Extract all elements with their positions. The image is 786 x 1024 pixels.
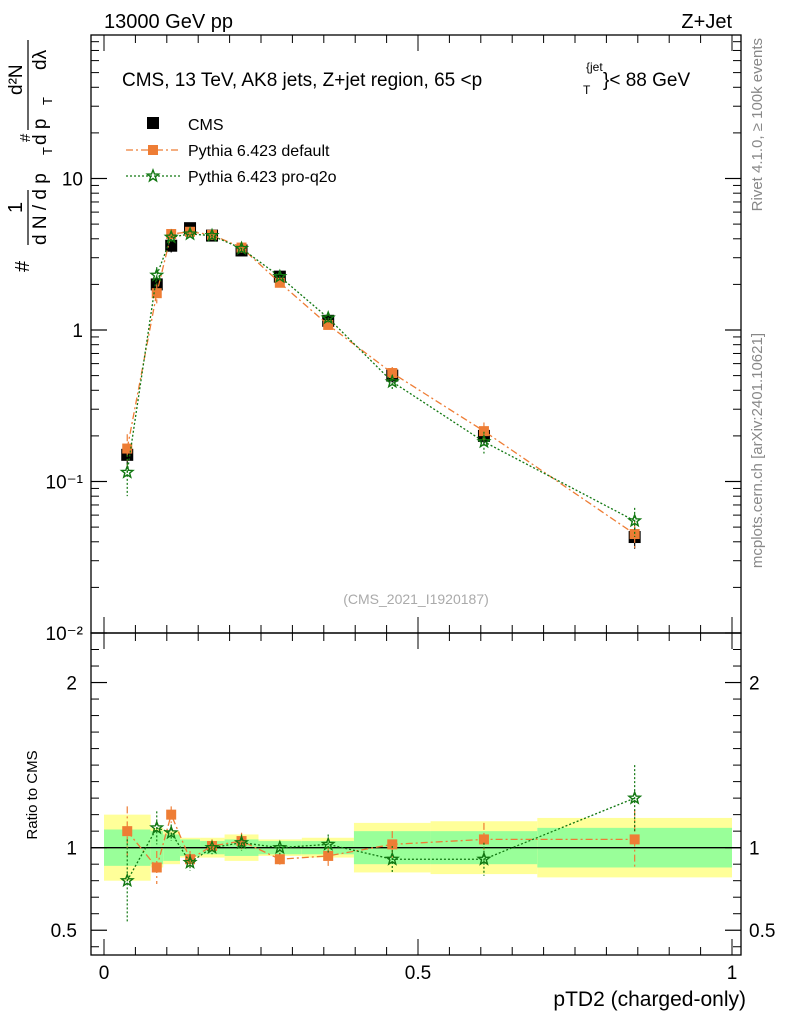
ratio-proq2o-point-2 <box>163 824 179 840</box>
ratio-proq2o-point-4 <box>204 839 220 855</box>
proq2o-point-3 <box>182 226 198 241</box>
ratio-frame <box>90 632 742 956</box>
legend-marker-proq2o <box>145 168 161 183</box>
ratio-default-point-0 <box>122 826 133 837</box>
ratio-proq2o-point-0 <box>119 872 135 888</box>
xtick-label-1: 0.5 <box>405 963 431 984</box>
ratio-ytick-label-right-1: 1 <box>749 839 760 860</box>
ratio-default-point-1 <box>151 862 162 873</box>
ratio-proq2o-point-3 <box>182 854 198 869</box>
default-point-9 <box>478 426 489 437</box>
ratio-proq2o-point-9 <box>476 851 492 866</box>
legend-label-cms: CMS <box>188 117 224 134</box>
default-point-4 <box>207 229 218 240</box>
proq2o-point-2 <box>163 229 179 244</box>
ratio-default-point-5 <box>236 836 247 847</box>
legend-marker-default <box>148 145 158 155</box>
legend-label-proq2o: Pythia 6.423 pro-q2o <box>188 169 337 186</box>
ylabel-T2: T <box>40 97 55 105</box>
proq2o-point-1 <box>149 267 165 282</box>
ylabel-T1: T <box>40 147 55 155</box>
rivet-label: Rivet 4.1.0, ≥ 100k events <box>749 38 766 211</box>
ylabel-dpT: d p <box>30 119 51 145</box>
ratio-default-point-2 <box>166 809 177 820</box>
default-point-0 <box>122 443 133 454</box>
title-sup: {jet <box>586 60 603 74</box>
title-prefix: CMS, 13 TeV, AK8 jets, Z+jet region, 65 … <box>122 70 482 91</box>
proq2o-line <box>126 233 635 522</box>
header-right: Z+Jet <box>681 11 732 33</box>
proq2o-point-4 <box>204 227 220 243</box>
ytick-label--1: 10⁻¹ <box>46 473 84 494</box>
proq2o-point-9 <box>476 433 492 449</box>
ratio-ytick-label-left-0: 0.5 <box>51 921 77 942</box>
proq2o-point-0 <box>119 464 135 479</box>
proq2o-point-7 <box>320 310 336 325</box>
ratio-default-point-10 <box>629 834 640 845</box>
header-left: 13000 GeV pp <box>104 11 233 33</box>
ylabel-d2N: d²N <box>6 64 27 95</box>
default-point-5 <box>236 242 247 253</box>
ratio-ytick-label-left-1: 1 <box>66 839 77 860</box>
ratio-default-point-9 <box>478 834 489 845</box>
ylabel-hash1: # <box>12 260 34 272</box>
upper-plot-marks <box>119 222 643 551</box>
xtick-label-2: 1 <box>727 963 738 984</box>
legend-marker-cms <box>147 117 159 129</box>
default-line <box>126 231 636 535</box>
legend: CMS Pythia 6.423 default Pythia 6.423 pr… <box>126 117 337 186</box>
ratio-default-point-6 <box>274 854 285 865</box>
ratio-uncertainty-bands <box>91 814 741 881</box>
ytick-label-0: 1 <box>72 321 83 342</box>
ytick-label--2: 10⁻² <box>46 624 84 645</box>
ratio-proq2o-point-8 <box>384 851 400 866</box>
xtick-label-0: 0 <box>99 963 110 984</box>
default-point-1 <box>151 288 162 299</box>
axes: 10⁻² 10⁻¹ 1 10 0.5 0.5 1 1 2 2 0 0.5 1 <box>46 34 775 984</box>
ratio-plot-marks <box>119 765 643 922</box>
proq2o-point-5 <box>233 240 250 255</box>
ratio-ytick-label-left-2: 2 <box>66 674 77 695</box>
proq2o-point-10 <box>627 512 643 528</box>
ratio-y-axis-label: Ratio to CMS <box>24 750 41 839</box>
default-point-7 <box>323 319 334 330</box>
default-point-6 <box>274 277 285 288</box>
ylabel-dN: d N / d p <box>30 173 51 245</box>
ratio-proq2o-point-10 <box>627 790 643 805</box>
y-axis-label: # 1 d N / d p T # d²N d p T dλ <box>5 40 55 272</box>
default-point-10 <box>629 529 640 540</box>
ratio-proq2o-point-6 <box>272 839 288 855</box>
ratio-default-point-7 <box>323 850 334 861</box>
ratio-ytick-label-right-0: 0.5 <box>749 921 775 942</box>
mcplots-label: mcplots.cern.ch [arXiv:2401.10621] <box>749 333 766 568</box>
ratio-ytick-label-right-2: 2 <box>749 674 760 695</box>
analysis-watermark: (CMS_2021_I1920187) <box>343 591 489 607</box>
ylabel-dlambda: dλ <box>30 49 51 70</box>
ratio-default-point-8 <box>387 839 398 850</box>
title-suffix: }< 88 GeV <box>603 70 690 91</box>
ytick-label-1: 10 <box>62 170 83 191</box>
proq2o-point-8 <box>384 373 400 389</box>
cms-point-2 <box>165 239 178 252</box>
proq2o-point-6 <box>272 268 288 284</box>
title-sub: T <box>583 83 591 97</box>
ylabel-hash2: # <box>17 133 34 142</box>
x-axis-label: pTD2 (charged-only) <box>553 988 746 1011</box>
ratio-proq2o-point-7 <box>320 836 336 851</box>
default-point-2 <box>166 229 177 240</box>
legend-label-default: Pythia 6.423 default <box>188 143 330 160</box>
ylabel-one: 1 <box>5 202 27 213</box>
ratio-proq2o-point-1 <box>149 819 165 835</box>
ratio-proq2o-point-5 <box>233 834 250 850</box>
default-point-8 <box>387 368 398 379</box>
plot-title: CMS, 13 TeV, AK8 jets, Z+jet region, 65 … <box>122 60 690 97</box>
